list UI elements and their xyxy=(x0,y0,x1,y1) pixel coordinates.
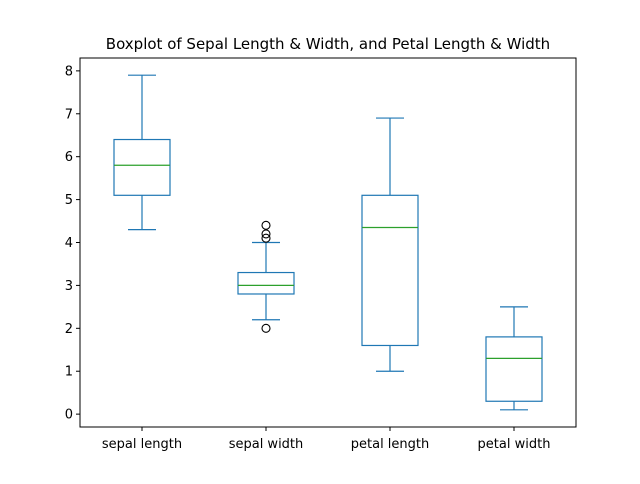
y-tick-label: 5 xyxy=(65,193,73,208)
box-iqr xyxy=(361,194,419,347)
outlier-point xyxy=(261,323,271,333)
y-tick-label: 8 xyxy=(65,64,73,79)
box-iqr xyxy=(485,336,543,402)
y-tick-label: 7 xyxy=(65,107,73,122)
box-iqr xyxy=(113,138,171,196)
outlier-point xyxy=(261,229,271,239)
x-tick-label: sepal width xyxy=(229,437,304,452)
x-tick-label: petal length xyxy=(351,437,430,452)
chart-title: Boxplot of Sepal Length & Width, and Pet… xyxy=(106,35,550,53)
y-tick-label: 0 xyxy=(65,408,73,423)
outlier-point xyxy=(261,220,271,230)
plot-area: 0 1 2 3 4 5 6 7 8 sepal length sepal width petal le… xyxy=(65,64,551,452)
y-tick-label: 2 xyxy=(65,322,73,337)
x-tick-label: petal width xyxy=(478,437,551,452)
y-tick-label: 3 xyxy=(65,279,73,294)
y-tick-label: 4 xyxy=(65,236,73,251)
axes-frame xyxy=(79,57,577,428)
box-iqr xyxy=(237,271,295,295)
x-tick-label: sepal length xyxy=(102,437,182,452)
outlier-point xyxy=(261,233,271,243)
y-tick-label: 6 xyxy=(65,150,73,165)
y-tick-label: 1 xyxy=(65,365,73,380)
